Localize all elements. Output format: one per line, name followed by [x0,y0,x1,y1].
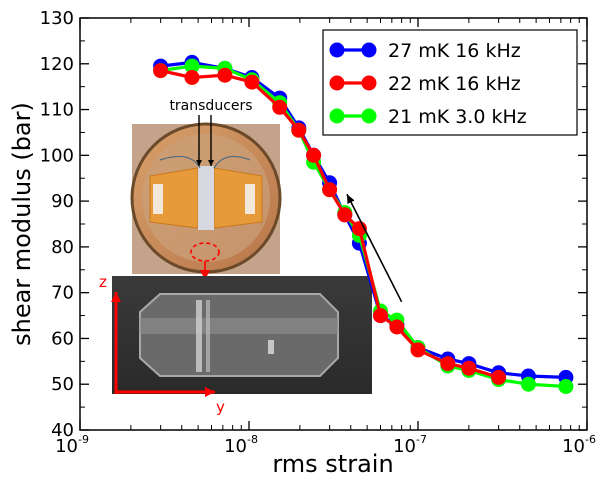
gap [198,166,214,230]
legend-item: 21 mK 3.0 kHz [329,106,527,128]
y-tick-label: 130 [40,8,74,29]
data-point [153,63,169,79]
data-point [520,376,536,392]
y-tick-label: 100 [40,145,74,166]
series-layer [153,54,574,394]
y-tick-label: 110 [40,100,74,121]
data-point [184,58,200,74]
data-point [244,74,260,90]
transducers-label: transducers [169,98,252,114]
y-tick-label: 50 [51,374,74,395]
inset-photo-cell: transducers [130,91,282,280]
x-tick-label: 10-7 [393,433,427,457]
legend-label: 22 mK 16 kHz [388,73,521,95]
legend-item: 27 mK 16 kHz [329,40,521,62]
data-point [337,207,353,223]
data-point [373,308,388,324]
legend: 27 mK 16 kHz 22 mK 16 kHz 21 mK 3.0 kHz [322,29,578,136]
legend-label: 27 mK 16 kHz [388,40,521,62]
legend-label: 21 mK 3.0 kHz [388,106,527,128]
xray-sample [139,293,339,377]
y-tick-label: 90 [51,191,74,212]
legend-marker [329,108,345,124]
data-point [306,147,322,163]
legend-marker [361,42,377,58]
data-point [491,369,507,385]
data-point [322,182,338,198]
series-2 [153,63,507,385]
x-axis-label: rms strain [272,450,393,478]
y-tick-label: 120 [40,54,74,75]
data-point [291,122,307,138]
axis-y-label: y [216,398,225,416]
legend-marker [361,108,377,124]
axis-z-label: z [99,273,107,291]
x-tick-label: 10-9 [55,433,89,457]
data-point [440,356,456,372]
y-tick-label: 60 [51,328,74,349]
inset-xray-image: z y [99,273,372,416]
legend-marker [361,75,377,91]
transducers-label-box [147,91,275,119]
data-point [272,99,288,115]
y-axis-label: shear modulus (bar) [8,102,36,346]
y-tick-label: 70 [51,283,74,304]
data-point [217,67,233,83]
data-point [558,379,574,394]
x-tick-label: 10-6 [562,433,596,457]
x-tick-label: 10-8 [224,433,258,457]
data-point [184,70,200,85]
red-dashed-circle [190,242,220,262]
trend-arrow [346,193,403,303]
legend-marker [329,75,345,91]
data-point [389,319,405,335]
axis-ticks: 40 50 60 70 80 90 100 110 120 130 10-9 10-8 10-7 10-6 [40,8,596,457]
data-point [410,342,426,358]
y-tick-label: 80 [51,237,74,258]
legend-item: 22 mK 16 kHz [329,73,521,95]
series-line [160,69,500,379]
data-point [461,360,477,376]
y-tick-label: 40 [51,420,74,441]
legend-marker [329,42,345,58]
